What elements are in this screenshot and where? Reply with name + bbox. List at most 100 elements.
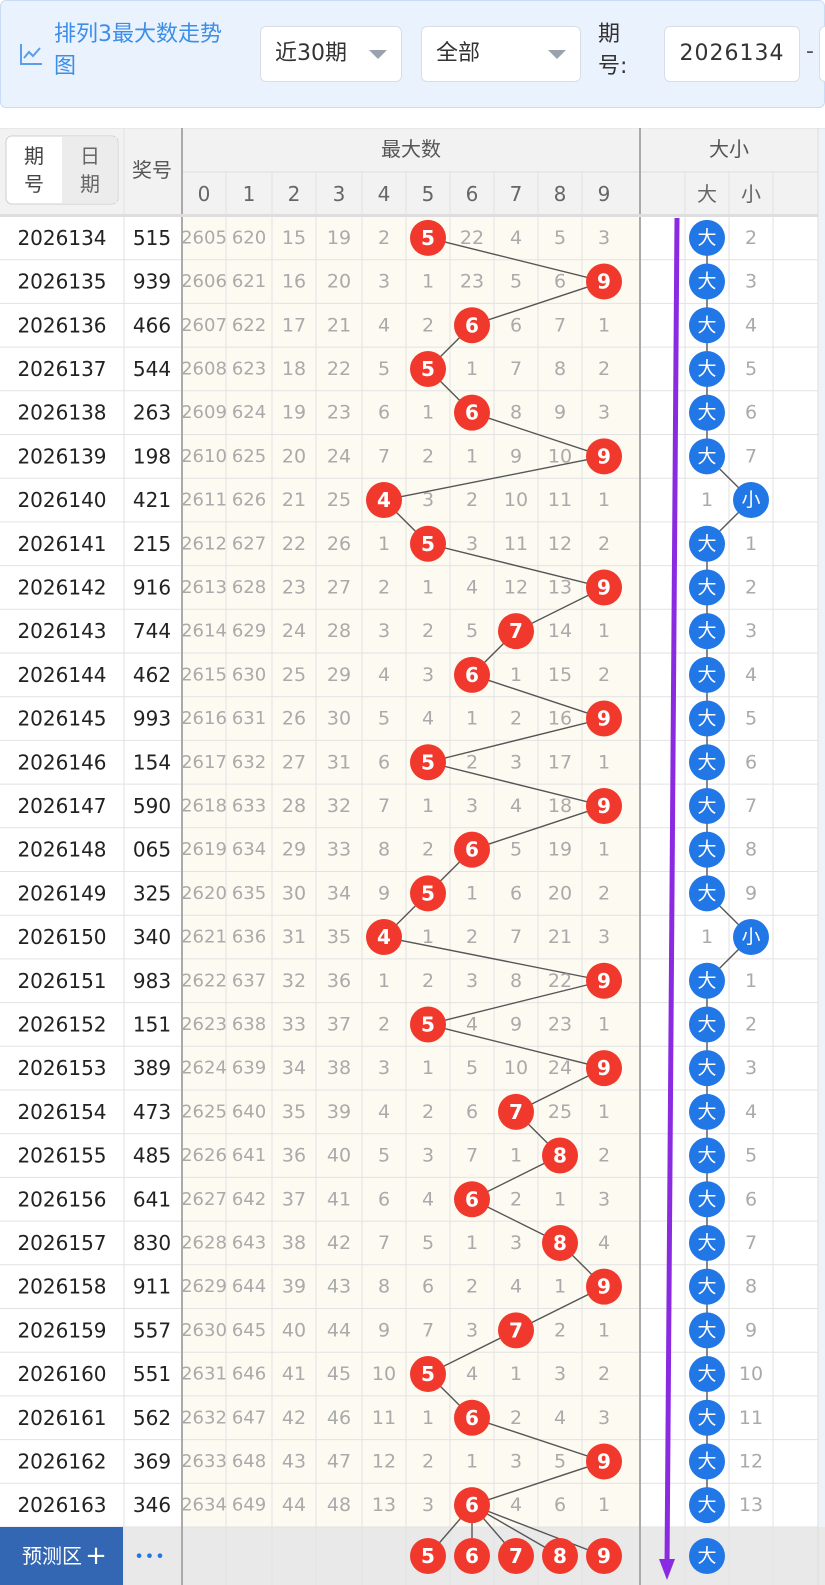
miss-value: 5 — [378, 358, 390, 380]
row-issue[interactable]: 2026134 — [17, 226, 106, 250]
miss-value: 634 — [232, 839, 266, 860]
predict-size-label[interactable]: 大 — [697, 1545, 716, 1567]
size-ball — [689, 1137, 725, 1174]
miss-value: 35 — [327, 926, 351, 948]
row-issue[interactable]: 2026161 — [17, 1406, 106, 1430]
predict-ball-7[interactable] — [498, 1538, 534, 1574]
miss-value: 27 — [327, 576, 351, 598]
issue-start-input[interactable]: 2026134 — [664, 26, 800, 82]
row-issue[interactable]: 2026150 — [17, 925, 106, 949]
predict-ball-label[interactable]: 6 — [465, 1544, 479, 1568]
predict-ball-9[interactable] — [586, 1538, 622, 1574]
date-toggle-bg[interactable] — [62, 137, 117, 203]
row-issue[interactable]: 2026160 — [17, 1362, 106, 1386]
size-ball — [689, 1356, 725, 1393]
miss-value: 16 — [548, 708, 572, 730]
max-ball-label: 5 — [421, 357, 435, 381]
miss-value: 622 — [232, 315, 266, 336]
size-ball — [689, 350, 725, 387]
row-issue[interactable]: 2026151 — [17, 969, 106, 993]
miss-value: 20 — [548, 882, 572, 904]
row-award: 340 — [133, 925, 171, 949]
row-issue[interactable]: 2026163 — [17, 1493, 106, 1517]
row-issue[interactable]: 2026140 — [17, 488, 106, 512]
size-ball — [689, 1181, 725, 1218]
row-issue[interactable]: 2026145 — [17, 707, 106, 731]
row-issue[interactable]: 2026141 — [17, 532, 106, 556]
filter-select[interactable]: 全部 — [421, 26, 581, 82]
size-miss-value: 11 — [739, 1407, 763, 1429]
row-issue[interactable]: 2026136 — [17, 313, 106, 337]
miss-value: 4 — [598, 1232, 610, 1254]
predict-ball-5[interactable] — [410, 1538, 446, 1574]
size-ball-label: 大 — [697, 1188, 716, 1210]
miss-value: 2623 — [181, 1014, 227, 1035]
row-award: 562 — [133, 1406, 171, 1430]
size-ball-label: 小 — [741, 926, 760, 948]
row-issue[interactable]: 2026159 — [17, 1318, 106, 1342]
row-issue[interactable]: 2026162 — [17, 1449, 106, 1473]
col-award-header: 奖号 — [132, 158, 172, 182]
miss-value: 22 — [327, 358, 351, 380]
period-select[interactable]: 近30期 — [260, 26, 402, 82]
miss-value: 35 — [282, 1101, 306, 1123]
miss-value: 643 — [232, 1232, 266, 1253]
miss-value: 1 — [598, 751, 610, 773]
plus-icon[interactable]: + — [85, 1541, 107, 1571]
predict-label[interactable]: 预测区 — [22, 1544, 82, 1568]
row-issue[interactable]: 2026156 — [17, 1187, 106, 1211]
row-issue[interactable]: 2026142 — [17, 575, 106, 599]
miss-value: 5 — [378, 708, 390, 730]
row-award: 346 — [133, 1493, 171, 1517]
max-ball — [454, 656, 490, 693]
miss-value: 4 — [378, 664, 390, 686]
size-ball-label: 大 — [697, 533, 716, 555]
max-ball-label: 6 — [465, 401, 479, 425]
predict-ball-8[interactable] — [542, 1538, 578, 1574]
row-award: 939 — [133, 270, 171, 294]
predict-ball-label[interactable]: 8 — [553, 1544, 567, 1568]
miss-value: 46 — [327, 1407, 351, 1429]
row-award: 641 — [133, 1187, 171, 1211]
row-issue[interactable]: 2026146 — [17, 750, 106, 774]
predict-area-button[interactable] — [0, 1527, 123, 1585]
predict-ball-label[interactable]: 7 — [509, 1544, 523, 1568]
more-icon[interactable]: ••• — [134, 1547, 165, 1566]
miss-value: 3 — [422, 1145, 434, 1167]
max-ball-label: 9 — [597, 1449, 611, 1473]
row-issue[interactable]: 2026139 — [17, 444, 106, 468]
page-title[interactable]: 排列3最大数走势图 — [54, 22, 222, 79]
row-issue[interactable]: 2026153 — [17, 1056, 106, 1080]
miss-value: 4 — [466, 1013, 478, 1035]
issue-end-input[interactable] — [819, 26, 825, 82]
miss-value: 48 — [327, 1494, 351, 1516]
size-ball-label: 大 — [697, 1232, 716, 1254]
row-issue[interactable]: 2026154 — [17, 1100, 106, 1124]
predict-size-ball[interactable] — [689, 1538, 725, 1574]
predict-ball-6[interactable] — [454, 1538, 490, 1574]
predict-ball-label[interactable]: 5 — [421, 1544, 435, 1568]
row-issue[interactable]: 2026137 — [17, 357, 106, 381]
row-issue[interactable]: 2026143 — [17, 619, 106, 643]
row-issue[interactable]: 2026138 — [17, 401, 106, 425]
max-ball — [410, 525, 446, 562]
row-issue[interactable]: 2026148 — [17, 838, 106, 862]
miss-value: 33 — [327, 839, 351, 861]
size-ball-label: 大 — [697, 445, 716, 467]
row-issue[interactable]: 2026158 — [17, 1275, 106, 1299]
row-issue[interactable]: 2026147 — [17, 794, 106, 818]
miss-value: 2622 — [181, 970, 227, 991]
row-award: 544 — [133, 357, 171, 381]
row-issue[interactable]: 2026149 — [17, 881, 106, 905]
miss-value: 1 — [598, 620, 610, 642]
row-issue[interactable]: 2026152 — [17, 1012, 106, 1036]
max-ball-label: 9 — [597, 969, 611, 993]
predict-ball-label[interactable]: 9 — [597, 1544, 611, 1568]
miss-value: 3 — [598, 402, 610, 424]
size-ball — [733, 482, 769, 519]
row-issue[interactable]: 2026135 — [17, 270, 106, 294]
row-issue[interactable]: 2026155 — [17, 1144, 106, 1168]
miss-value: 10 — [504, 1057, 528, 1079]
row-issue[interactable]: 2026144 — [17, 663, 106, 687]
row-issue[interactable]: 2026157 — [17, 1231, 106, 1255]
